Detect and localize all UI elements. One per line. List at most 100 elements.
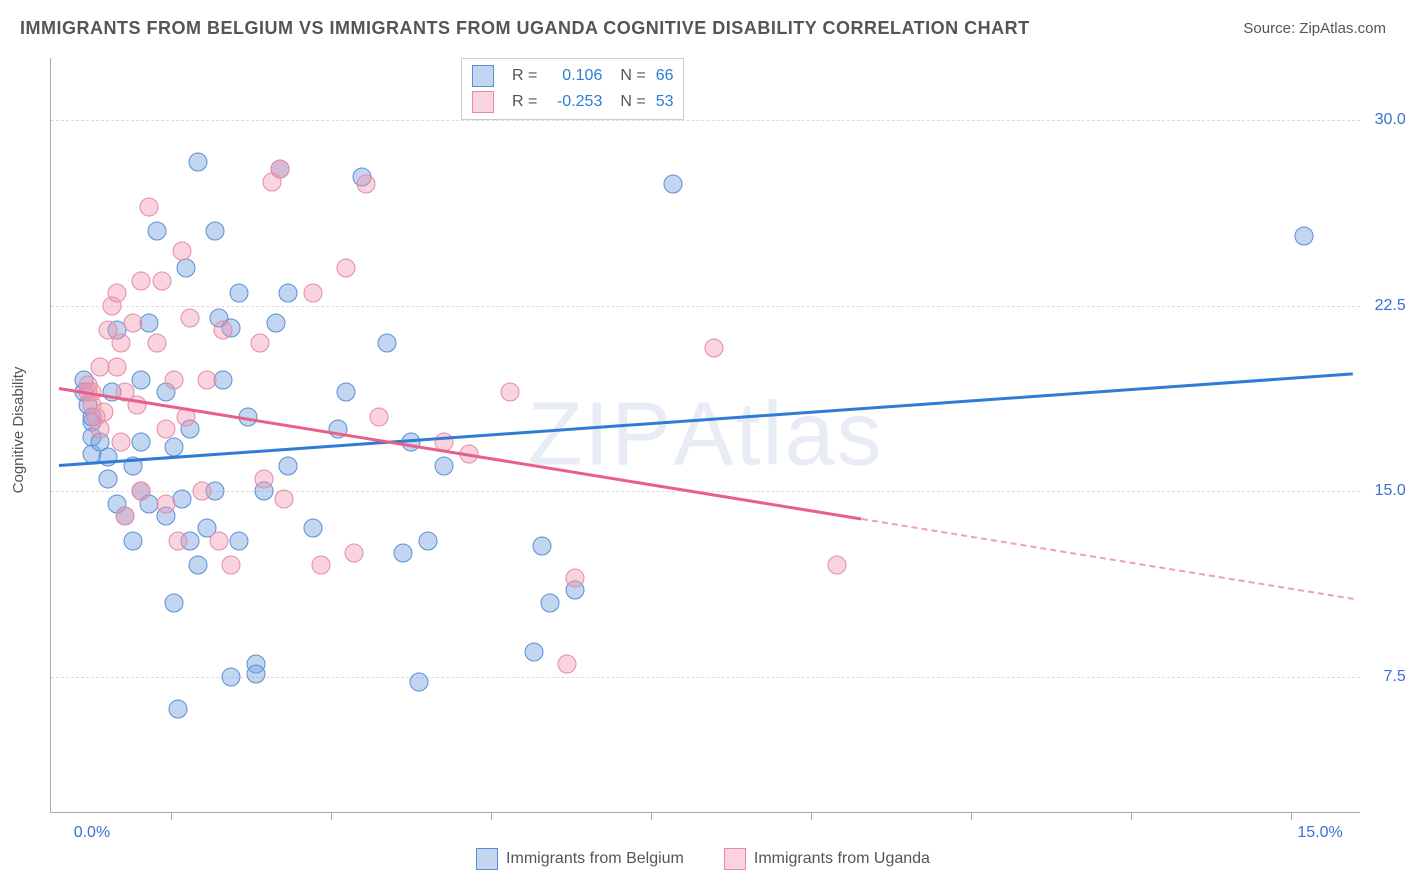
data-point — [95, 402, 114, 421]
legend-item: Immigrants from Belgium — [476, 848, 684, 870]
n-value: 53 — [656, 93, 674, 111]
data-point — [336, 383, 355, 402]
data-point — [168, 531, 187, 550]
data-point — [173, 489, 192, 508]
data-point — [111, 432, 130, 451]
legend-swatch — [472, 91, 494, 113]
data-point — [205, 222, 224, 241]
stats-legend-row: R = 0.106 N = 66 — [472, 63, 673, 89]
data-point — [541, 593, 560, 612]
x-tick — [491, 812, 492, 820]
data-point — [181, 308, 200, 327]
data-point — [344, 544, 363, 563]
data-point — [189, 152, 208, 171]
data-point — [140, 197, 159, 216]
plot-area: ZIPAtlas R =0.106N =66R =-0.253N =53 7.5… — [50, 58, 1360, 813]
data-point — [222, 667, 241, 686]
data-point — [156, 420, 175, 439]
data-point — [271, 160, 290, 179]
x-tick — [811, 812, 812, 820]
y-tick-label: 7.5% — [1365, 668, 1406, 686]
data-point — [230, 284, 249, 303]
y-axis-label: Cognitive Disability — [10, 367, 27, 494]
data-point — [132, 432, 151, 451]
data-point — [173, 242, 192, 261]
data-point — [828, 556, 847, 575]
stats-legend: R =0.106N =66R =-0.253N =53 — [461, 58, 684, 120]
data-point — [312, 556, 331, 575]
data-point — [132, 370, 151, 389]
data-point — [705, 338, 724, 357]
data-point — [140, 313, 159, 332]
source-value: ZipAtlas.com — [1299, 20, 1386, 37]
source-attribution: Source: ZipAtlas.com — [1243, 20, 1386, 37]
y-tick-label: 30.0% — [1365, 111, 1406, 129]
data-point — [123, 313, 142, 332]
x-tick — [1131, 812, 1132, 820]
data-point — [267, 313, 286, 332]
data-point — [164, 370, 183, 389]
series-legend: Immigrants from Belgium Immigrants from U… — [0, 848, 1406, 870]
data-point — [115, 506, 134, 525]
data-point — [148, 222, 167, 241]
legend-swatch — [472, 65, 494, 87]
data-point — [164, 593, 183, 612]
data-point — [394, 544, 413, 563]
data-point — [500, 383, 519, 402]
data-point — [197, 370, 216, 389]
data-point — [336, 259, 355, 278]
data-point — [410, 672, 429, 691]
data-point — [254, 469, 273, 488]
data-point — [357, 175, 376, 194]
x-tick — [651, 812, 652, 820]
r-label: R = — [512, 67, 537, 85]
data-point — [418, 531, 437, 550]
data-point — [132, 271, 151, 290]
data-point — [250, 333, 269, 352]
x-tick — [171, 812, 172, 820]
data-point — [156, 494, 175, 513]
x-tick — [971, 812, 972, 820]
data-point — [189, 556, 208, 575]
trendline-dashed — [861, 518, 1353, 600]
r-value: 0.106 — [547, 67, 602, 85]
gridline — [51, 306, 1360, 307]
legend-label: Immigrants from Uganda — [754, 850, 930, 867]
y-tick-label: 15.0% — [1365, 482, 1406, 500]
data-point — [168, 700, 187, 719]
data-point — [304, 519, 323, 538]
data-point — [246, 665, 265, 684]
legend-swatch — [476, 848, 498, 870]
n-label: N = — [620, 67, 645, 85]
x-tick-label: 15.0% — [1297, 824, 1342, 842]
x-tick — [1291, 812, 1292, 820]
data-point — [111, 333, 130, 352]
data-point — [566, 568, 585, 587]
data-point — [99, 469, 118, 488]
n-value: 66 — [656, 67, 674, 85]
stats-legend-row: R =-0.253N =53 — [472, 89, 673, 115]
data-point — [193, 482, 212, 501]
data-point — [525, 643, 544, 662]
data-point — [279, 284, 298, 303]
data-point — [369, 407, 388, 426]
legend-swatch — [724, 848, 746, 870]
data-point — [222, 556, 241, 575]
data-point — [377, 333, 396, 352]
data-point — [275, 489, 294, 508]
data-point — [148, 333, 167, 352]
data-point — [213, 321, 232, 340]
data-point — [533, 536, 552, 555]
data-point — [164, 437, 183, 456]
data-point — [213, 370, 232, 389]
x-tick — [331, 812, 332, 820]
data-point — [664, 175, 683, 194]
data-point — [132, 482, 151, 501]
data-point — [209, 531, 228, 550]
legend-label: Immigrants from Belgium — [506, 850, 684, 867]
data-point — [107, 358, 126, 377]
n-label: N = — [620, 93, 645, 111]
source-label: Source: — [1243, 20, 1299, 37]
y-tick-label: 22.5% — [1365, 297, 1406, 315]
data-point — [279, 457, 298, 476]
